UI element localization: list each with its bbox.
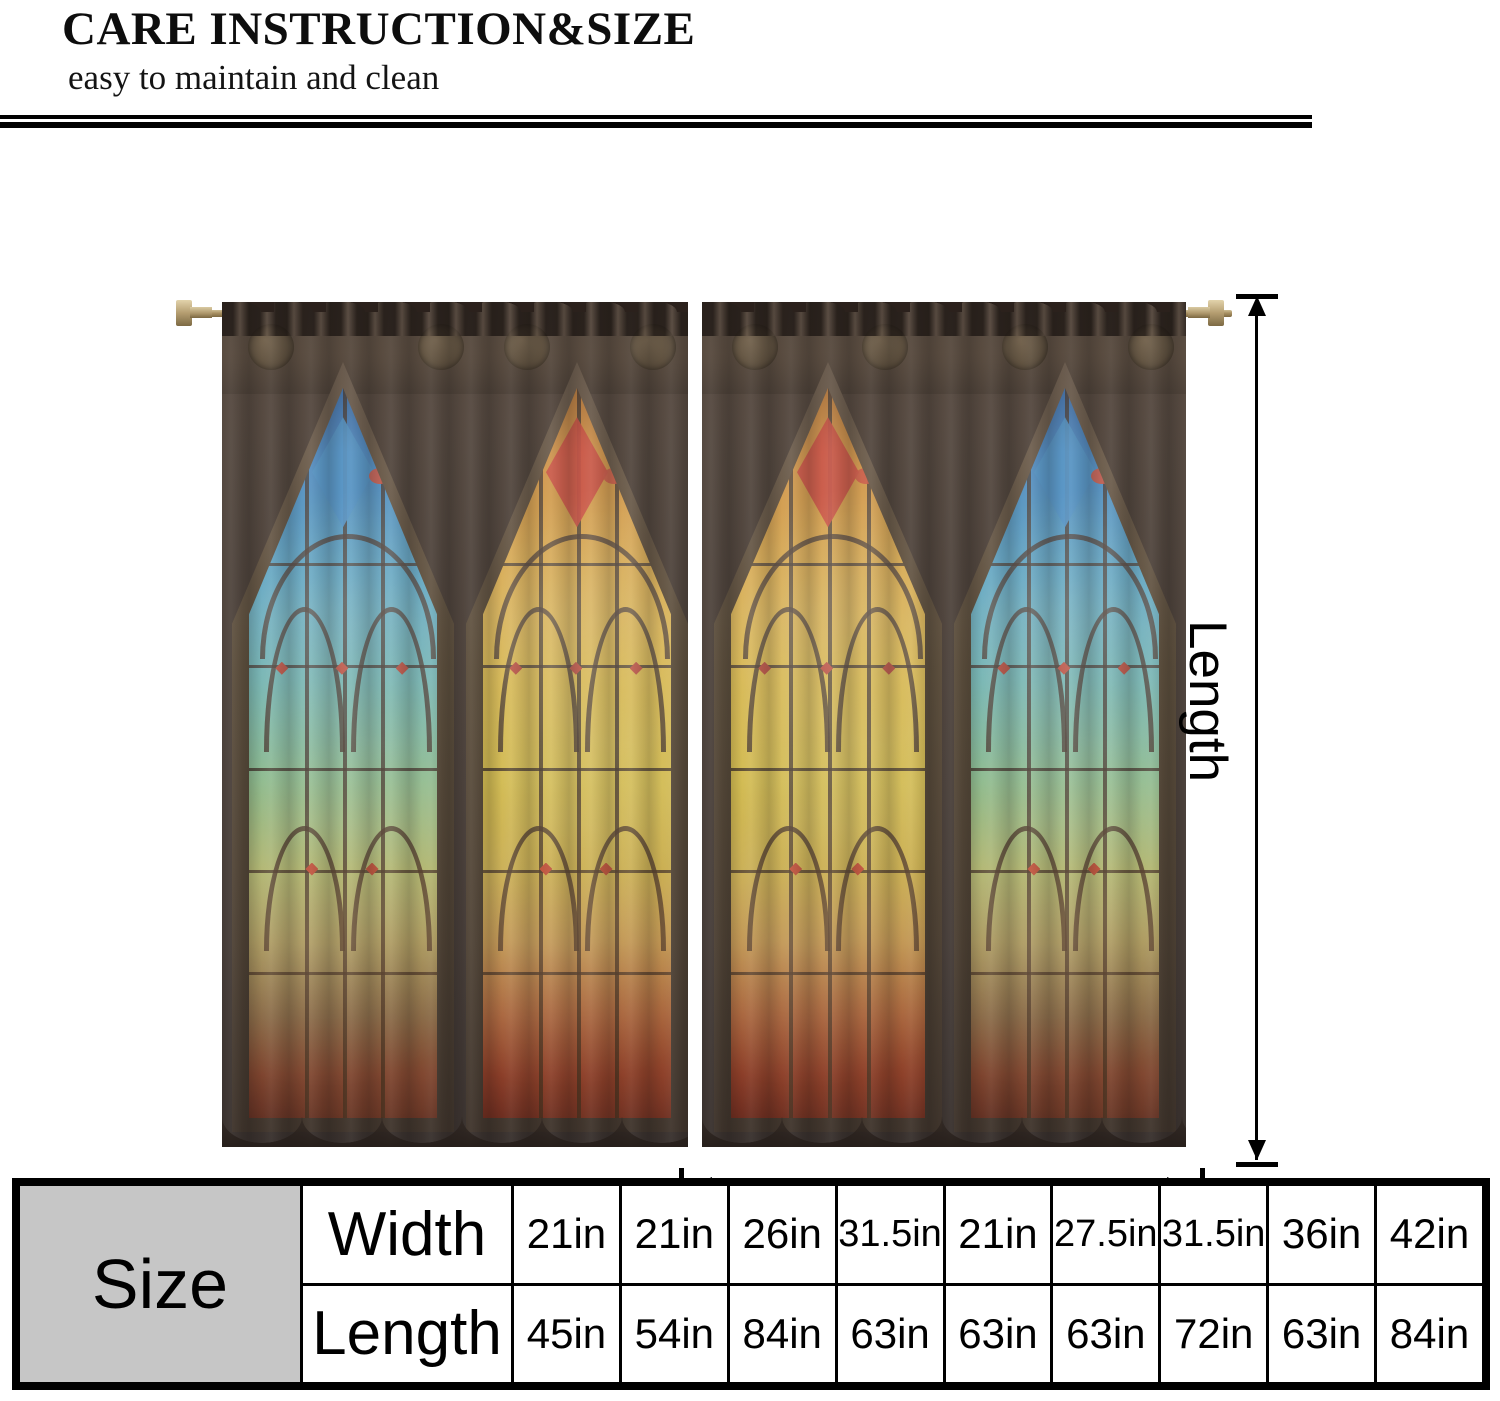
- length-arrow-up-icon: [1248, 296, 1266, 316]
- width-value-3: 26in: [726, 1183, 838, 1286]
- width-value-1: 21in: [511, 1183, 622, 1286]
- divider-rule-upper: [0, 115, 1312, 119]
- divider-rule-lower: [0, 122, 1312, 128]
- length-value-7: 72in: [1158, 1282, 1270, 1385]
- gothic-window-amber-right: [714, 362, 942, 1132]
- width-value-6: 27.5in: [1050, 1183, 1162, 1286]
- length-value-3: 84in: [726, 1282, 838, 1385]
- width-value-7: 31.5in: [1158, 1183, 1270, 1286]
- header-block: CARE INSTRUCTION&SIZE easy to maintain a…: [0, 0, 1500, 112]
- length-dimension-label: Length: [1178, 620, 1237, 783]
- rod-finial-left-icon: [176, 298, 212, 328]
- row-label-length: Length: [300, 1282, 514, 1385]
- length-arrow-down-icon: [1248, 1140, 1266, 1160]
- page-subtitle: easy to maintain and clean: [68, 58, 440, 97]
- gothic-window-amber-left: [466, 362, 688, 1132]
- row-label-width: Width: [300, 1183, 514, 1286]
- curtain-panel-left: [222, 302, 688, 1170]
- product-illustration: Length Width: [0, 130, 1500, 1256]
- size-header-cell: Size: [17, 1183, 303, 1385]
- width-value-5: 21in: [942, 1183, 1054, 1286]
- length-value-1: 45in: [511, 1282, 622, 1385]
- length-tick-bottom: [1236, 1162, 1278, 1167]
- page-title: CARE INSTRUCTION&SIZE: [62, 3, 696, 55]
- curtain-rod-left-segment: [196, 310, 236, 317]
- curtain-panel-right: [702, 302, 1186, 1170]
- length-value-9: 84in: [1374, 1282, 1485, 1385]
- length-dimension-line: [1255, 302, 1258, 1160]
- length-value-2: 54in: [618, 1282, 730, 1385]
- size-chart-table: Size Width 21in 21in 26in 31.5in 21in 27…: [12, 1178, 1490, 1390]
- table-row: Length 45in 54in 84in 63in 63in 63in 72i…: [19, 1282, 1485, 1385]
- width-value-2: 21in: [618, 1183, 730, 1286]
- length-value-4: 63in: [834, 1282, 946, 1385]
- length-value-5: 63in: [942, 1282, 1054, 1385]
- table-row: Size Width 21in 21in 26in 31.5in 21in 27…: [17, 1183, 1485, 1385]
- width-value-4: 31.5in: [834, 1183, 946, 1286]
- length-value-8: 63in: [1266, 1282, 1377, 1385]
- gothic-window-blue: [232, 362, 454, 1132]
- width-value-9: 42in: [1374, 1183, 1485, 1286]
- width-value-8: 36in: [1266, 1183, 1377, 1286]
- length-value-6: 63in: [1050, 1282, 1162, 1385]
- gothic-window-blue-right: [954, 362, 1176, 1132]
- rod-finial-right-icon: [1188, 298, 1224, 328]
